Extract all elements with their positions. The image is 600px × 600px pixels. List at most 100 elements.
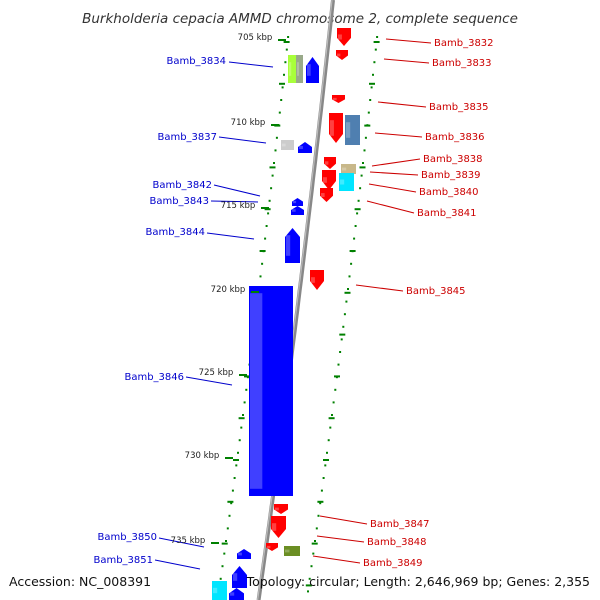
gene-bamb-3838-highlight: [325, 161, 329, 165]
tick-minor-inner: [278, 111, 281, 114]
gene-bamb-3843-highlight: [292, 209, 296, 212]
gene-label: Bamb_3851: [93, 555, 153, 566]
tick-minor-inner: [273, 162, 275, 164]
tick-minor-inner: [270, 187, 273, 190]
tick-minor-inner: [264, 237, 267, 240]
tick-major-outer: [364, 124, 371, 127]
leader-line: [383, 58, 430, 64]
backbone-highlight: [257, 0, 333, 600]
map-title: Burkholderia cepacia AMMD chromosome 2, …: [82, 11, 518, 27]
gene-bamb-3850: [237, 549, 251, 559]
tick-minor-outer: [324, 464, 327, 467]
gene-bamb-3850-highlight: [238, 552, 242, 556]
tick-minor-outer: [364, 136, 367, 139]
leader-line: [312, 555, 361, 564]
leader-line: [371, 158, 421, 167]
leader-line: [154, 559, 201, 570]
tick-major-inner: [221, 542, 228, 545]
tick-minor-outer: [350, 262, 353, 265]
leader-line: [210, 200, 259, 203]
tick-minor-outer: [310, 565, 313, 568]
gene-label: Bamb_3847: [370, 519, 430, 530]
tick-minor-inner: [274, 149, 277, 152]
scale-tick: [271, 124, 279, 126]
gene-bamb-3837: [298, 142, 312, 153]
tick-major-inner: [264, 208, 271, 211]
tick-minor-outer: [340, 338, 343, 341]
tick-minor-outer: [356, 212, 359, 215]
gene-bamb-3847-highlight: [275, 507, 279, 511]
gene-bamb-3845-highlight: [311, 277, 315, 283]
gene-label: Bamb_3839: [421, 170, 481, 181]
tick-minor-outer: [314, 540, 316, 542]
chromosome-backbone: [256, 0, 335, 600]
label-leader-lines: [154, 38, 432, 570]
gene-bamb-3846-body: [249, 286, 293, 496]
tick-minor-outer: [339, 351, 342, 353]
gene-bamb-3844: [285, 228, 300, 263]
tick-minor-inner: [265, 225, 268, 227]
gene-bamb-3834-grey: [296, 55, 303, 83]
gene-label: Bamb_3843: [149, 196, 209, 207]
gene-bamb-3834-highlight: [307, 64, 311, 76]
tick-major-outer: [373, 41, 380, 43]
tick-minor-outer: [332, 401, 335, 404]
tick-minor-inner: [268, 199, 271, 202]
leader-line: [377, 101, 427, 108]
gene-bamb-3849-highlight: [285, 549, 290, 553]
leader-line: [374, 132, 423, 138]
tick-major-outer: [305, 584, 312, 587]
gene-label: Bamb_3848: [367, 537, 427, 548]
gene-bamb-3834-lime: [288, 55, 296, 83]
tick-minor-inner: [280, 99, 283, 101]
gene-bamb-3832: [337, 28, 351, 46]
tick-minor-outer: [331, 414, 333, 416]
tick-minor-outer: [322, 477, 325, 479]
tick-minor-inner: [233, 477, 236, 479]
tick-minor-outer: [354, 225, 357, 227]
gene-label: Bamb_3850: [97, 532, 157, 543]
tick-minor-inner: [226, 527, 229, 530]
tick-minor-outer: [320, 489, 323, 492]
gene-bamb-3851-highlight: [233, 573, 238, 581]
tick-minor-outer: [337, 363, 340, 366]
gene-bamb-3841: [320, 188, 333, 202]
leader-line: [158, 537, 205, 548]
scale-tick: [239, 374, 247, 376]
gene-bamb-3842: [292, 198, 303, 206]
scale-labels: 705 kbp 710 kbp 715 kbp 720 kbp 725 kbp 730 k…: [171, 33, 286, 546]
gene-bamb-3834: [306, 57, 319, 83]
tick-minor-outer: [348, 275, 351, 278]
tick-minor-outer: [353, 237, 356, 240]
gene-bamb-3838: [324, 157, 336, 169]
gene-label: Bamb_3840: [419, 187, 479, 198]
gene-bamb-3832-highlight: [338, 34, 342, 40]
gene-label: Bamb_3834: [166, 56, 226, 67]
tick-minor-outer: [347, 288, 349, 290]
gene-bamb-3837-grey-highlight: [282, 143, 286, 147]
tick-major-inner: [283, 41, 290, 43]
tick-minor-inner: [287, 36, 290, 38]
gene-bamb-3843: [291, 206, 304, 215]
tick-minor-outer: [315, 527, 318, 530]
tick-major-outer: [369, 82, 375, 85]
gene-bamb-3851b: [229, 588, 244, 600]
tick-major-outer: [311, 542, 318, 545]
scale-tick: [251, 291, 259, 293]
tick-major-inner: [244, 375, 250, 378]
leader-line: [366, 200, 415, 214]
tick-minor-inner: [261, 262, 264, 265]
gene-labels: Bamb_3832 Bamb_3833 Bamb_3834 Bamb_3835 Bamb…: [93, 38, 493, 569]
scale-label: 710 kbp: [231, 118, 266, 128]
tick-minor-outer: [374, 48, 377, 51]
tick-major-outer: [328, 417, 335, 420]
accession-text: Accession: NC_008391: [9, 574, 151, 589]
gene-bamb-3845: [310, 270, 324, 290]
tick-minor-outer: [312, 552, 315, 555]
tick-minor-inner: [225, 540, 227, 542]
tick-minor-outer: [319, 502, 322, 505]
gene-bamb-3841-highlight: [321, 193, 325, 197]
backbone-line: [256, 0, 335, 600]
tick-minor-outer: [369, 99, 372, 101]
tick-major-outer: [334, 375, 340, 378]
